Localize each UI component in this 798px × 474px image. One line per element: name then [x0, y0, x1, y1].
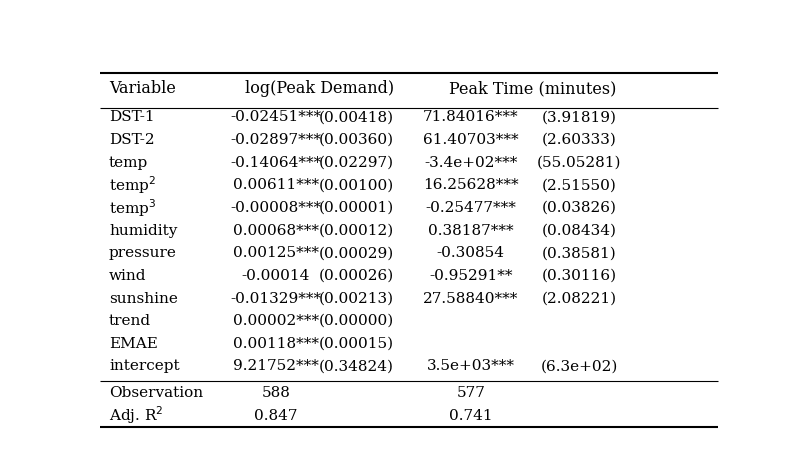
- Text: 0.00068***: 0.00068***: [233, 224, 319, 237]
- Text: (0.38581): (0.38581): [542, 246, 616, 260]
- Text: temp$^2$: temp$^2$: [109, 174, 156, 196]
- Text: (0.03826): (0.03826): [542, 201, 617, 215]
- Text: 0.847: 0.847: [255, 409, 298, 422]
- Text: (2.60333): (2.60333): [542, 133, 617, 147]
- Text: Observation: Observation: [109, 386, 203, 400]
- Text: 577: 577: [456, 386, 485, 400]
- Text: 16.25628***: 16.25628***: [423, 178, 519, 192]
- Text: (6.3e+02): (6.3e+02): [540, 359, 618, 374]
- Text: temp$^3$: temp$^3$: [109, 197, 156, 219]
- Text: intercept: intercept: [109, 359, 180, 374]
- Text: log(Peak Demand): log(Peak Demand): [245, 81, 394, 97]
- Text: 61.40703***: 61.40703***: [423, 133, 519, 147]
- Text: (0.00213): (0.00213): [319, 292, 394, 306]
- Text: (2.51550): (2.51550): [542, 178, 617, 192]
- Text: pressure: pressure: [109, 246, 177, 260]
- Text: wind: wind: [109, 269, 147, 283]
- Text: (0.00001): (0.00001): [318, 201, 394, 215]
- Text: temp: temp: [109, 156, 148, 170]
- Text: trend: trend: [109, 314, 151, 328]
- Text: -0.14064***: -0.14064***: [231, 156, 322, 170]
- Text: (0.30116): (0.30116): [542, 269, 617, 283]
- Text: (0.00012): (0.00012): [318, 224, 394, 237]
- Text: -0.02451***: -0.02451***: [231, 110, 322, 125]
- Text: Variable: Variable: [109, 81, 176, 97]
- Text: (0.00026): (0.00026): [318, 269, 394, 283]
- Text: DST-2: DST-2: [109, 133, 155, 147]
- Text: -0.30854: -0.30854: [437, 246, 505, 260]
- Text: EMAE: EMAE: [109, 337, 158, 351]
- Text: (0.00100): (0.00100): [318, 178, 394, 192]
- Text: sunshine: sunshine: [109, 292, 178, 306]
- Text: (55.05281): (55.05281): [537, 156, 622, 170]
- Text: 27.58840***: 27.58840***: [423, 292, 519, 306]
- Text: humidity: humidity: [109, 224, 177, 237]
- Text: 71.84016***: 71.84016***: [423, 110, 519, 125]
- Text: 3.5e+03***: 3.5e+03***: [427, 359, 515, 374]
- Text: 0.38187***: 0.38187***: [428, 224, 514, 237]
- Text: (2.08221): (2.08221): [542, 292, 617, 306]
- Text: (0.02297): (0.02297): [319, 156, 394, 170]
- Text: (3.91819): (3.91819): [542, 110, 617, 125]
- Text: (0.00360): (0.00360): [319, 133, 394, 147]
- Text: (0.00418): (0.00418): [319, 110, 394, 125]
- Text: 588: 588: [262, 386, 290, 400]
- Text: 0.741: 0.741: [449, 409, 492, 422]
- Text: -3.4e+02***: -3.4e+02***: [424, 156, 518, 170]
- Text: -0.00008***: -0.00008***: [231, 201, 322, 215]
- Text: -0.01329***: -0.01329***: [231, 292, 322, 306]
- Text: 0.00125***: 0.00125***: [233, 246, 319, 260]
- Text: Adj. R$^2$: Adj. R$^2$: [109, 405, 164, 426]
- Text: (0.08434): (0.08434): [542, 224, 617, 237]
- Text: -0.00014: -0.00014: [242, 269, 310, 283]
- Text: -0.02897***: -0.02897***: [231, 133, 322, 147]
- Text: -0.95291**: -0.95291**: [429, 269, 512, 283]
- Text: (0.00015): (0.00015): [319, 337, 394, 351]
- Text: -0.25477***: -0.25477***: [425, 201, 516, 215]
- Text: DST-1: DST-1: [109, 110, 155, 125]
- Text: 0.00611***: 0.00611***: [233, 178, 319, 192]
- Text: Peak Time (minutes): Peak Time (minutes): [449, 81, 616, 97]
- Text: 0.00118***: 0.00118***: [233, 337, 319, 351]
- Text: (0.00000): (0.00000): [318, 314, 394, 328]
- Text: 9.21752***: 9.21752***: [233, 359, 319, 374]
- Text: (0.00029): (0.00029): [318, 246, 394, 260]
- Text: 0.00002***: 0.00002***: [233, 314, 319, 328]
- Text: (0.34824): (0.34824): [319, 359, 394, 374]
